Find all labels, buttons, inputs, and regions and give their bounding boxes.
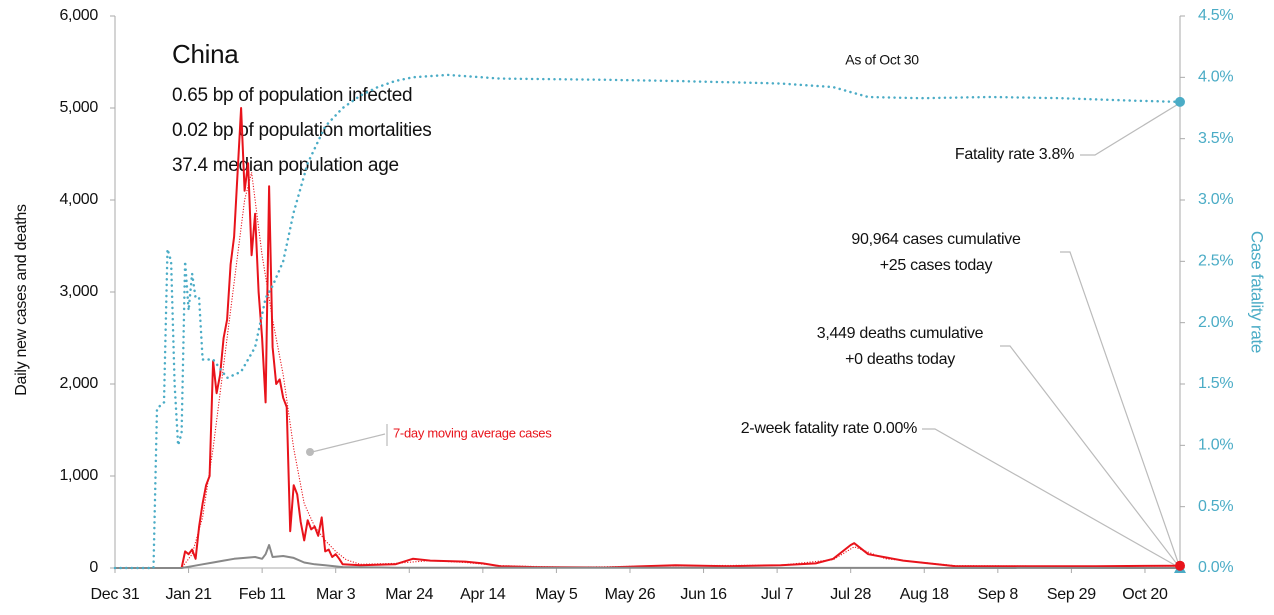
y2-tick-label: 0.5%	[1198, 498, 1233, 515]
y-axis-label: Daily new cases and deaths	[13, 204, 30, 396]
x-tick-label: Sep 29	[1047, 586, 1096, 603]
annotation: Fatality rate 3.8%	[955, 146, 1074, 163]
series-line	[115, 544, 1181, 569]
y2-axis-label: Case fatality rate	[1248, 231, 1267, 353]
x-tick-label: May 5	[535, 586, 577, 603]
y2-tick-label: 4.5%	[1198, 7, 1233, 24]
y2-tick-label: 2.5%	[1198, 253, 1233, 270]
annotation: 3,449 deaths cumulative	[817, 325, 984, 342]
y2-tick-label: 1.5%	[1198, 375, 1233, 392]
leader-line	[1000, 345, 1181, 569]
panel-title: China	[172, 39, 239, 69]
y-tick-label: 1,000	[59, 467, 98, 484]
x-tick-label: Jun 16	[680, 586, 727, 603]
leader-line	[922, 428, 1181, 569]
x-tick-label: Jul 28	[830, 586, 871, 603]
subtitle: 0.02 bp of population mortalities	[172, 120, 431, 141]
y2-tick-label: 2.0%	[1198, 314, 1233, 331]
y2-tick-label: 3.0%	[1198, 191, 1233, 208]
leader-line	[1060, 251, 1181, 569]
y2-tick-label: 4.0%	[1198, 69, 1233, 86]
annotation: 2-week fatality rate 0.00%	[741, 420, 917, 437]
y-tick-label: 2,000	[59, 375, 98, 392]
series-label: 7-day moving average cases	[393, 425, 552, 440]
x-tick-label: Jul 7	[761, 586, 794, 603]
annotation: 90,964 cases cumulative	[851, 231, 1021, 248]
y2-tick-label: 1.0%	[1198, 437, 1233, 454]
y-tick-label: 0	[89, 559, 98, 576]
x-tick-label: Apr 14	[460, 586, 506, 603]
label-dot	[306, 448, 314, 456]
leader-line	[1080, 102, 1181, 156]
x-tick-label: Oct 20	[1122, 586, 1168, 603]
x-tick-label: Aug 18	[900, 586, 949, 603]
subtitle: 37.4 median population age	[172, 155, 399, 176]
y-tick-label: 3,000	[59, 283, 98, 300]
x-tick-label: Feb 11	[239, 586, 286, 603]
annotation: As of Oct 30	[845, 52, 919, 68]
x-tick-label: May 26	[605, 586, 656, 603]
x-tick-label: Mar 24	[385, 586, 433, 603]
y-tick-label: 5,000	[59, 99, 98, 116]
end-point	[1175, 96, 1185, 107]
x-tick-label: Sep 8	[978, 586, 1019, 603]
end-point	[1175, 560, 1185, 571]
series-line	[115, 107, 1181, 569]
annotation: +0 deaths today	[845, 351, 955, 368]
leader-line	[311, 433, 386, 453]
y2-tick-label: 3.5%	[1198, 130, 1233, 147]
y-tick-label: 4,000	[59, 191, 98, 208]
leader-lines	[311, 102, 1181, 569]
series-line	[113, 73, 1182, 570]
y2-tick-label: 0.0%	[1198, 559, 1233, 576]
annotation: +25 cases today	[880, 257, 993, 274]
x-tick-label: Dec 31	[91, 586, 140, 603]
y-tick-label: 6,000	[59, 7, 98, 24]
x-tick-label: Jan 21	[165, 586, 212, 603]
x-tick-label: Mar 3	[316, 586, 356, 603]
